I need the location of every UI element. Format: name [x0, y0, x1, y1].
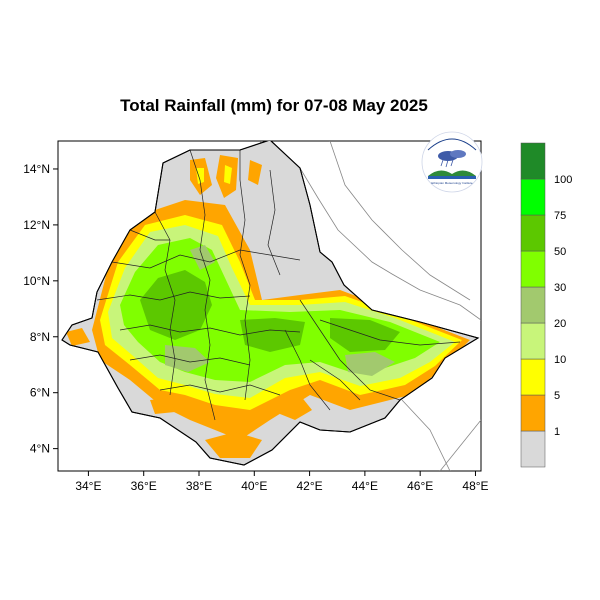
legend-label: 30 [554, 282, 566, 294]
legend-swatch [520, 250, 546, 288]
logo-caption: Ethiopian Meteorology Institute [431, 181, 473, 185]
legend-label: 20 [554, 318, 566, 330]
y-tick-label: 12°N [23, 218, 50, 232]
rainfall-shading [66, 155, 470, 458]
x-axis: 34°E 36°E 38°E 40°E 42°E 44°E 46°E 48°E [75, 471, 489, 493]
x-tick-label: 34°E [75, 479, 101, 493]
x-tick-label: 48°E [462, 479, 488, 493]
x-tick-label: 46°E [407, 479, 433, 493]
legend-swatch [520, 430, 546, 468]
x-tick-label: 44°E [352, 479, 378, 493]
legend-label: 1 [554, 426, 560, 438]
legend-swatch [520, 214, 546, 252]
rainfall-legend: 1 5 10 20 30 50 75 100 [520, 142, 572, 468]
legend-swatch [520, 178, 546, 216]
legend-swatch [520, 358, 546, 396]
legend-label: 75 [554, 210, 566, 222]
x-tick-label: 40°E [241, 479, 267, 493]
y-tick-label: 8°N [30, 330, 50, 344]
legend-swatch [520, 322, 546, 360]
institute-logo: Ethiopian Meteorology Institute [421, 131, 483, 193]
y-axis: 14°N 12°N 10°N 8°N 6°N 4°N [23, 162, 58, 456]
legend-swatch [520, 286, 546, 324]
y-tick-label: 14°N [23, 162, 50, 176]
y-tick-label: 10°N [23, 274, 50, 288]
map-title: Total Rainfall (mm) for 07-08 May 2025 [120, 96, 428, 115]
legend-label: 50 [554, 246, 566, 258]
ethiopia-border [61, 141, 480, 466]
neighbour-borders [259, 141, 481, 471]
legend-label: 5 [554, 390, 560, 402]
legend-label: 100 [554, 174, 572, 186]
x-tick-label: 36°E [131, 479, 157, 493]
y-tick-label: 4°N [30, 442, 50, 456]
y-tick-label: 6°N [30, 386, 50, 400]
x-tick-label: 42°E [297, 479, 323, 493]
legend-label: 10 [554, 354, 566, 366]
x-tick-label: 38°E [186, 479, 212, 493]
legend-swatch [520, 394, 546, 432]
legend-swatch [520, 142, 546, 180]
zone-boundaries [96, 149, 461, 421]
